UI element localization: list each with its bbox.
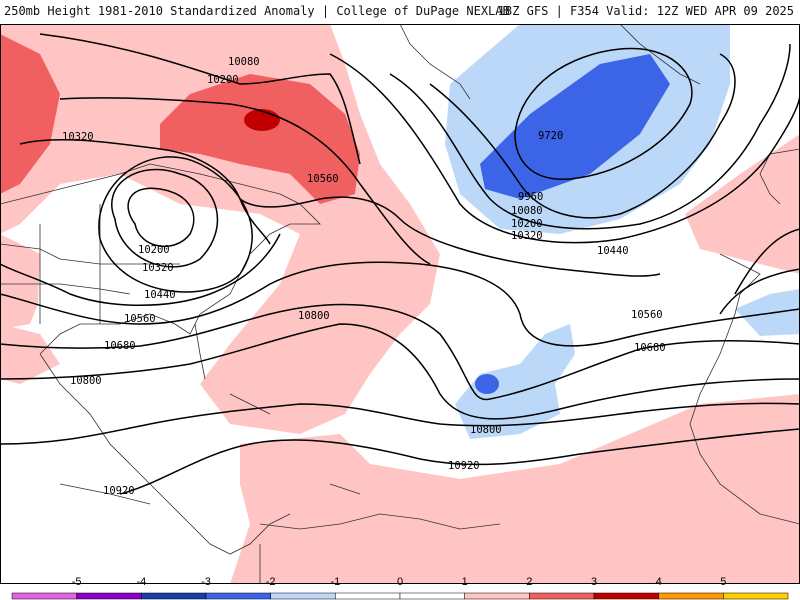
colorbar-segment bbox=[141, 592, 207, 600]
contour-label: 10680 bbox=[104, 340, 136, 352]
negative-anomaly-medium bbox=[475, 374, 499, 394]
contour-label: 9720 bbox=[538, 130, 563, 142]
colorbar-tick-label: 3 bbox=[591, 576, 597, 588]
contour-label: 10320 bbox=[62, 131, 94, 143]
contour-label: 10200 bbox=[138, 244, 170, 256]
colorbar-tick-label: 0 bbox=[397, 576, 403, 588]
negative-anomaly-light bbox=[735, 289, 800, 336]
contour-label: 10320 bbox=[511, 230, 543, 242]
contour-label: 10800 bbox=[70, 375, 102, 387]
header: 250mb Height 1981-2010 Standardized Anom… bbox=[0, 0, 800, 24]
colorbar-segment bbox=[723, 592, 789, 600]
colorbar-ticks: -5 -4 -3 -2 -1 0 1 2 3 4 5 bbox=[72, 576, 727, 588]
contour-label: 10800 bbox=[470, 424, 502, 436]
contour-label: 10560 bbox=[631, 309, 663, 321]
positive-anomaly-medium bbox=[160, 74, 360, 204]
contour-label: 10560 bbox=[124, 313, 156, 325]
negative-anomaly-medium bbox=[480, 54, 670, 199]
anomaly-shading bbox=[0, 24, 800, 584]
model-run-valid-time: 18Z GFS | F354 Valid: 12Z WED APR 09 202… bbox=[497, 4, 794, 18]
colorbar-segment bbox=[11, 592, 77, 600]
contour-label: 10680 bbox=[634, 342, 666, 354]
contour-label: 10440 bbox=[144, 289, 176, 301]
colorbar-segment bbox=[658, 592, 724, 600]
contour-label: 10920 bbox=[448, 460, 480, 472]
positive-anomaly-light bbox=[685, 134, 800, 274]
contour-label: 10920 bbox=[103, 485, 135, 497]
colorbar-tick-label: -3 bbox=[201, 576, 211, 588]
contour-label: 10440 bbox=[597, 245, 629, 257]
coastlines bbox=[0, 24, 800, 584]
positive-anomaly-light bbox=[230, 394, 800, 584]
negative-anomaly-light bbox=[455, 324, 575, 439]
colorbar-segment bbox=[205, 592, 271, 600]
contour-label: 9960 bbox=[518, 191, 543, 203]
colorbar-tick-label: 4 bbox=[656, 576, 662, 588]
positive-anomaly-light bbox=[0, 234, 40, 329]
colorbar-segment bbox=[464, 592, 530, 600]
contour-label: 10560 bbox=[307, 173, 339, 185]
colorbar-tick-label: -5 bbox=[72, 576, 82, 588]
colorbar-tick-label: 1 bbox=[462, 576, 468, 588]
colorbar-tick-label: -1 bbox=[330, 576, 340, 588]
colorbar-tick-label: 2 bbox=[526, 576, 532, 588]
contour-label: 10320 bbox=[142, 262, 174, 274]
contour-label: 10200 bbox=[511, 218, 543, 230]
contour-labels: 10080 10200 10320 10560 10200 10320 1044… bbox=[62, 56, 666, 497]
map-panel: 10080 10200 10320 10560 10200 10320 1044… bbox=[0, 24, 800, 584]
colorbar-segment bbox=[399, 592, 465, 600]
colorbar-tick-label: -4 bbox=[136, 576, 146, 588]
colorbar-segment bbox=[529, 592, 595, 600]
colorbar-tick-label: -2 bbox=[266, 576, 276, 588]
colorbar-tick-label: 5 bbox=[720, 576, 726, 588]
colorbar: -5 -4 -3 -2 -1 0 1 2 3 4 5 bbox=[11, 576, 789, 600]
positive-anomaly-medium bbox=[0, 34, 60, 194]
positive-anomaly-dark bbox=[244, 109, 280, 131]
contour-label: 10080 bbox=[228, 56, 260, 68]
map-title: 250mb Height 1981-2010 Standardized Anom… bbox=[4, 4, 510, 18]
colorbar-segments bbox=[11, 592, 789, 600]
contour-label: 10080 bbox=[511, 205, 543, 217]
colorbar-segment bbox=[593, 592, 659, 600]
contour-label: 10200 bbox=[207, 74, 239, 86]
contour-label: 10800 bbox=[298, 310, 330, 322]
positive-anomaly-light bbox=[0, 324, 60, 384]
colorbar-segment bbox=[270, 592, 336, 600]
colorbar-segment bbox=[335, 592, 401, 600]
colorbar-segment bbox=[76, 592, 142, 600]
height-contours bbox=[0, 33, 800, 495]
